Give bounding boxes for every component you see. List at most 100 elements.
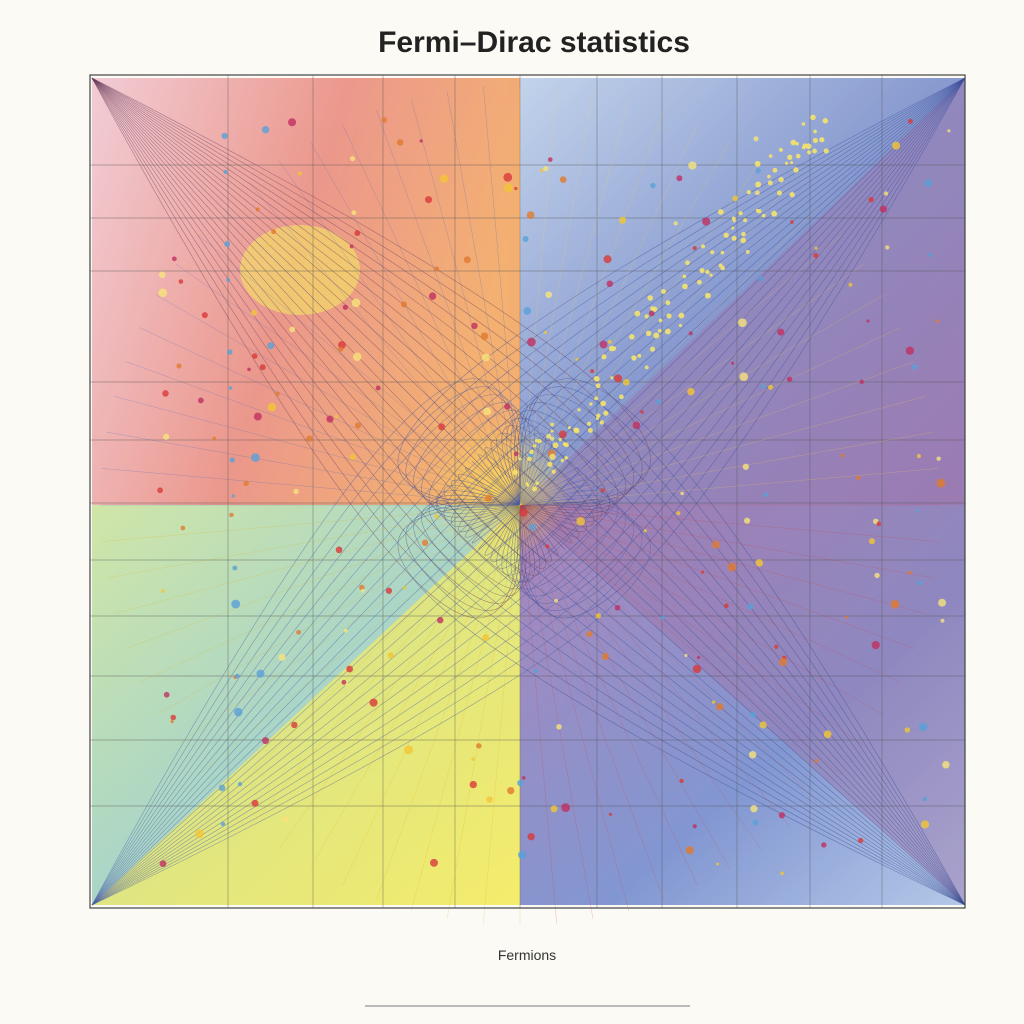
particle bbox=[594, 396, 599, 401]
particle bbox=[823, 148, 829, 154]
particle bbox=[715, 862, 720, 866]
particle bbox=[528, 523, 536, 531]
ray bbox=[376, 504, 521, 900]
particle bbox=[437, 616, 444, 624]
particle bbox=[354, 422, 362, 429]
particle bbox=[261, 125, 270, 134]
particle bbox=[752, 819, 759, 826]
particle bbox=[660, 289, 666, 295]
particle bbox=[255, 207, 260, 212]
ray bbox=[519, 504, 731, 869]
particle bbox=[346, 665, 354, 673]
fan-line bbox=[428, 77, 966, 514]
particle bbox=[158, 288, 168, 298]
particle bbox=[676, 175, 683, 182]
particle bbox=[161, 589, 165, 593]
particle bbox=[201, 312, 208, 319]
particle bbox=[871, 640, 880, 650]
fan-line bbox=[91, 77, 610, 518]
particle bbox=[682, 283, 688, 290]
fan-line bbox=[484, 447, 966, 906]
ray bbox=[483, 86, 521, 506]
fan-line bbox=[91, 410, 531, 906]
wedge-yellow bbox=[92, 505, 520, 905]
ray bbox=[519, 361, 915, 506]
particle bbox=[857, 837, 864, 844]
ray bbox=[519, 234, 842, 506]
particle bbox=[235, 673, 240, 679]
particle bbox=[741, 231, 746, 237]
ray bbox=[222, 207, 521, 506]
particle bbox=[231, 494, 235, 498]
particle bbox=[375, 385, 381, 391]
ray bbox=[106, 504, 521, 579]
particle bbox=[221, 132, 228, 140]
ray bbox=[125, 361, 521, 506]
particle bbox=[814, 758, 819, 763]
particle bbox=[247, 367, 251, 372]
particle bbox=[892, 141, 901, 150]
particle bbox=[664, 328, 671, 335]
particle bbox=[643, 529, 647, 533]
particle bbox=[385, 587, 393, 594]
particle bbox=[288, 118, 297, 127]
particle bbox=[523, 307, 532, 315]
particle bbox=[228, 386, 233, 390]
fan-line bbox=[91, 417, 535, 906]
particle bbox=[657, 329, 662, 333]
particle bbox=[795, 153, 801, 159]
fan-line bbox=[478, 77, 966, 550]
particle bbox=[480, 332, 489, 341]
particle bbox=[821, 842, 827, 848]
particle bbox=[564, 456, 568, 460]
particle bbox=[924, 179, 933, 188]
ray bbox=[519, 504, 698, 886]
fan-line bbox=[397, 504, 966, 906]
particle bbox=[754, 190, 760, 196]
particle bbox=[731, 235, 737, 241]
ray bbox=[519, 294, 884, 506]
particle bbox=[512, 469, 518, 476]
particle bbox=[700, 570, 705, 574]
particle bbox=[777, 328, 785, 336]
ray bbox=[222, 504, 521, 803]
particle bbox=[484, 494, 492, 502]
fan-line bbox=[91, 467, 580, 906]
particle bbox=[767, 180, 773, 186]
ray bbox=[519, 504, 629, 911]
particle bbox=[731, 226, 735, 230]
ray bbox=[411, 504, 521, 911]
particle bbox=[430, 858, 438, 867]
ray bbox=[175, 504, 521, 747]
particle bbox=[483, 407, 492, 416]
particle bbox=[911, 364, 918, 370]
particle bbox=[550, 429, 554, 433]
particle bbox=[649, 346, 656, 352]
ray bbox=[519, 124, 698, 506]
particle bbox=[679, 778, 684, 784]
fan-line bbox=[451, 77, 966, 527]
particle bbox=[879, 205, 888, 213]
particle bbox=[595, 613, 602, 619]
particle bbox=[806, 150, 812, 155]
ray bbox=[198, 234, 521, 506]
fan-line bbox=[517, 77, 966, 604]
particle bbox=[267, 402, 277, 412]
particle bbox=[275, 391, 280, 397]
fan-line bbox=[464, 467, 966, 906]
fan-line bbox=[413, 501, 966, 906]
ray bbox=[519, 99, 629, 506]
particle bbox=[547, 461, 553, 467]
particle bbox=[819, 137, 825, 143]
ray bbox=[519, 504, 939, 542]
particle bbox=[576, 517, 586, 526]
particle bbox=[883, 191, 889, 196]
particle bbox=[632, 421, 641, 430]
particle bbox=[739, 372, 748, 382]
particle bbox=[634, 310, 641, 317]
particle bbox=[438, 423, 446, 431]
particle bbox=[711, 540, 720, 549]
particle bbox=[611, 346, 617, 351]
particle bbox=[778, 177, 784, 183]
